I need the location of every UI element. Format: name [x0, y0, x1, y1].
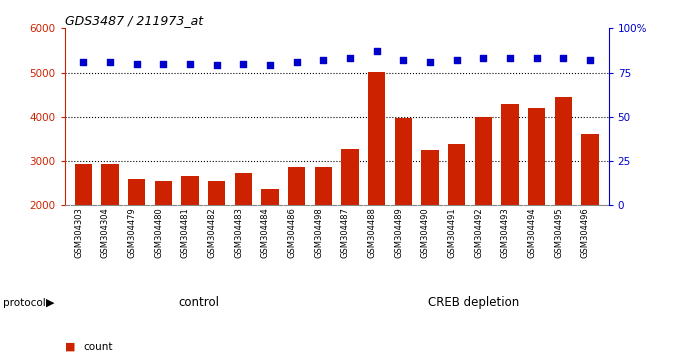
- Bar: [154, 181, 172, 294]
- Point: [424, 59, 435, 65]
- Text: control: control: [179, 296, 220, 309]
- Point: [558, 56, 568, 61]
- Text: GSM304498: GSM304498: [314, 207, 323, 258]
- Text: GSM304487: GSM304487: [341, 207, 350, 258]
- Text: GSM304488: GSM304488: [368, 207, 377, 258]
- Text: count: count: [84, 342, 113, 352]
- Text: GSM304480: GSM304480: [154, 207, 163, 258]
- Bar: [501, 104, 519, 294]
- Bar: [288, 167, 305, 294]
- Bar: [422, 150, 439, 294]
- Text: GSM304489: GSM304489: [394, 207, 403, 258]
- Point: [131, 61, 142, 67]
- Text: GSM304304: GSM304304: [101, 207, 110, 258]
- Bar: [261, 188, 279, 294]
- Text: GDS3487 / 211973_at: GDS3487 / 211973_at: [65, 14, 203, 27]
- Bar: [368, 72, 386, 294]
- Point: [78, 59, 88, 65]
- Point: [531, 56, 542, 61]
- Text: GSM304495: GSM304495: [554, 207, 563, 258]
- Bar: [101, 164, 118, 294]
- Point: [478, 56, 489, 61]
- Text: GSM304494: GSM304494: [528, 207, 537, 258]
- Text: CREB depletion: CREB depletion: [428, 296, 520, 309]
- Point: [211, 63, 222, 68]
- Point: [398, 57, 409, 63]
- Bar: [182, 176, 199, 294]
- Point: [345, 56, 356, 61]
- Text: GSM304486: GSM304486: [288, 207, 296, 258]
- Text: GSM304490: GSM304490: [421, 207, 430, 258]
- Text: GSM304303: GSM304303: [74, 207, 83, 258]
- Bar: [235, 173, 252, 294]
- Text: GSM304491: GSM304491: [447, 207, 456, 258]
- Point: [184, 61, 195, 67]
- Point: [371, 48, 382, 54]
- Bar: [394, 118, 412, 294]
- Bar: [315, 167, 332, 294]
- Bar: [75, 164, 92, 294]
- Text: GSM304483: GSM304483: [235, 207, 243, 258]
- Text: ■: ■: [65, 342, 75, 352]
- Bar: [528, 108, 545, 294]
- Text: GSM304484: GSM304484: [261, 207, 270, 258]
- Point: [265, 63, 275, 68]
- Point: [585, 57, 596, 63]
- Text: GSM304481: GSM304481: [181, 207, 190, 258]
- Point: [451, 57, 462, 63]
- Bar: [581, 134, 598, 294]
- Bar: [475, 117, 492, 294]
- Bar: [448, 144, 465, 294]
- Point: [158, 61, 169, 67]
- Bar: [341, 149, 358, 294]
- Bar: [208, 181, 225, 294]
- Bar: [128, 179, 146, 294]
- Text: GSM304482: GSM304482: [207, 207, 217, 258]
- Point: [318, 57, 328, 63]
- Point: [238, 61, 249, 67]
- Text: GSM304492: GSM304492: [474, 207, 483, 258]
- Text: GSM304479: GSM304479: [128, 207, 137, 258]
- Text: GSM304493: GSM304493: [501, 207, 510, 258]
- Point: [291, 59, 302, 65]
- Point: [505, 56, 515, 61]
- Text: GSM304496: GSM304496: [581, 207, 590, 258]
- Bar: [555, 97, 572, 294]
- Text: ▶: ▶: [46, 298, 54, 308]
- Point: [105, 59, 116, 65]
- Text: protocol: protocol: [3, 298, 46, 308]
